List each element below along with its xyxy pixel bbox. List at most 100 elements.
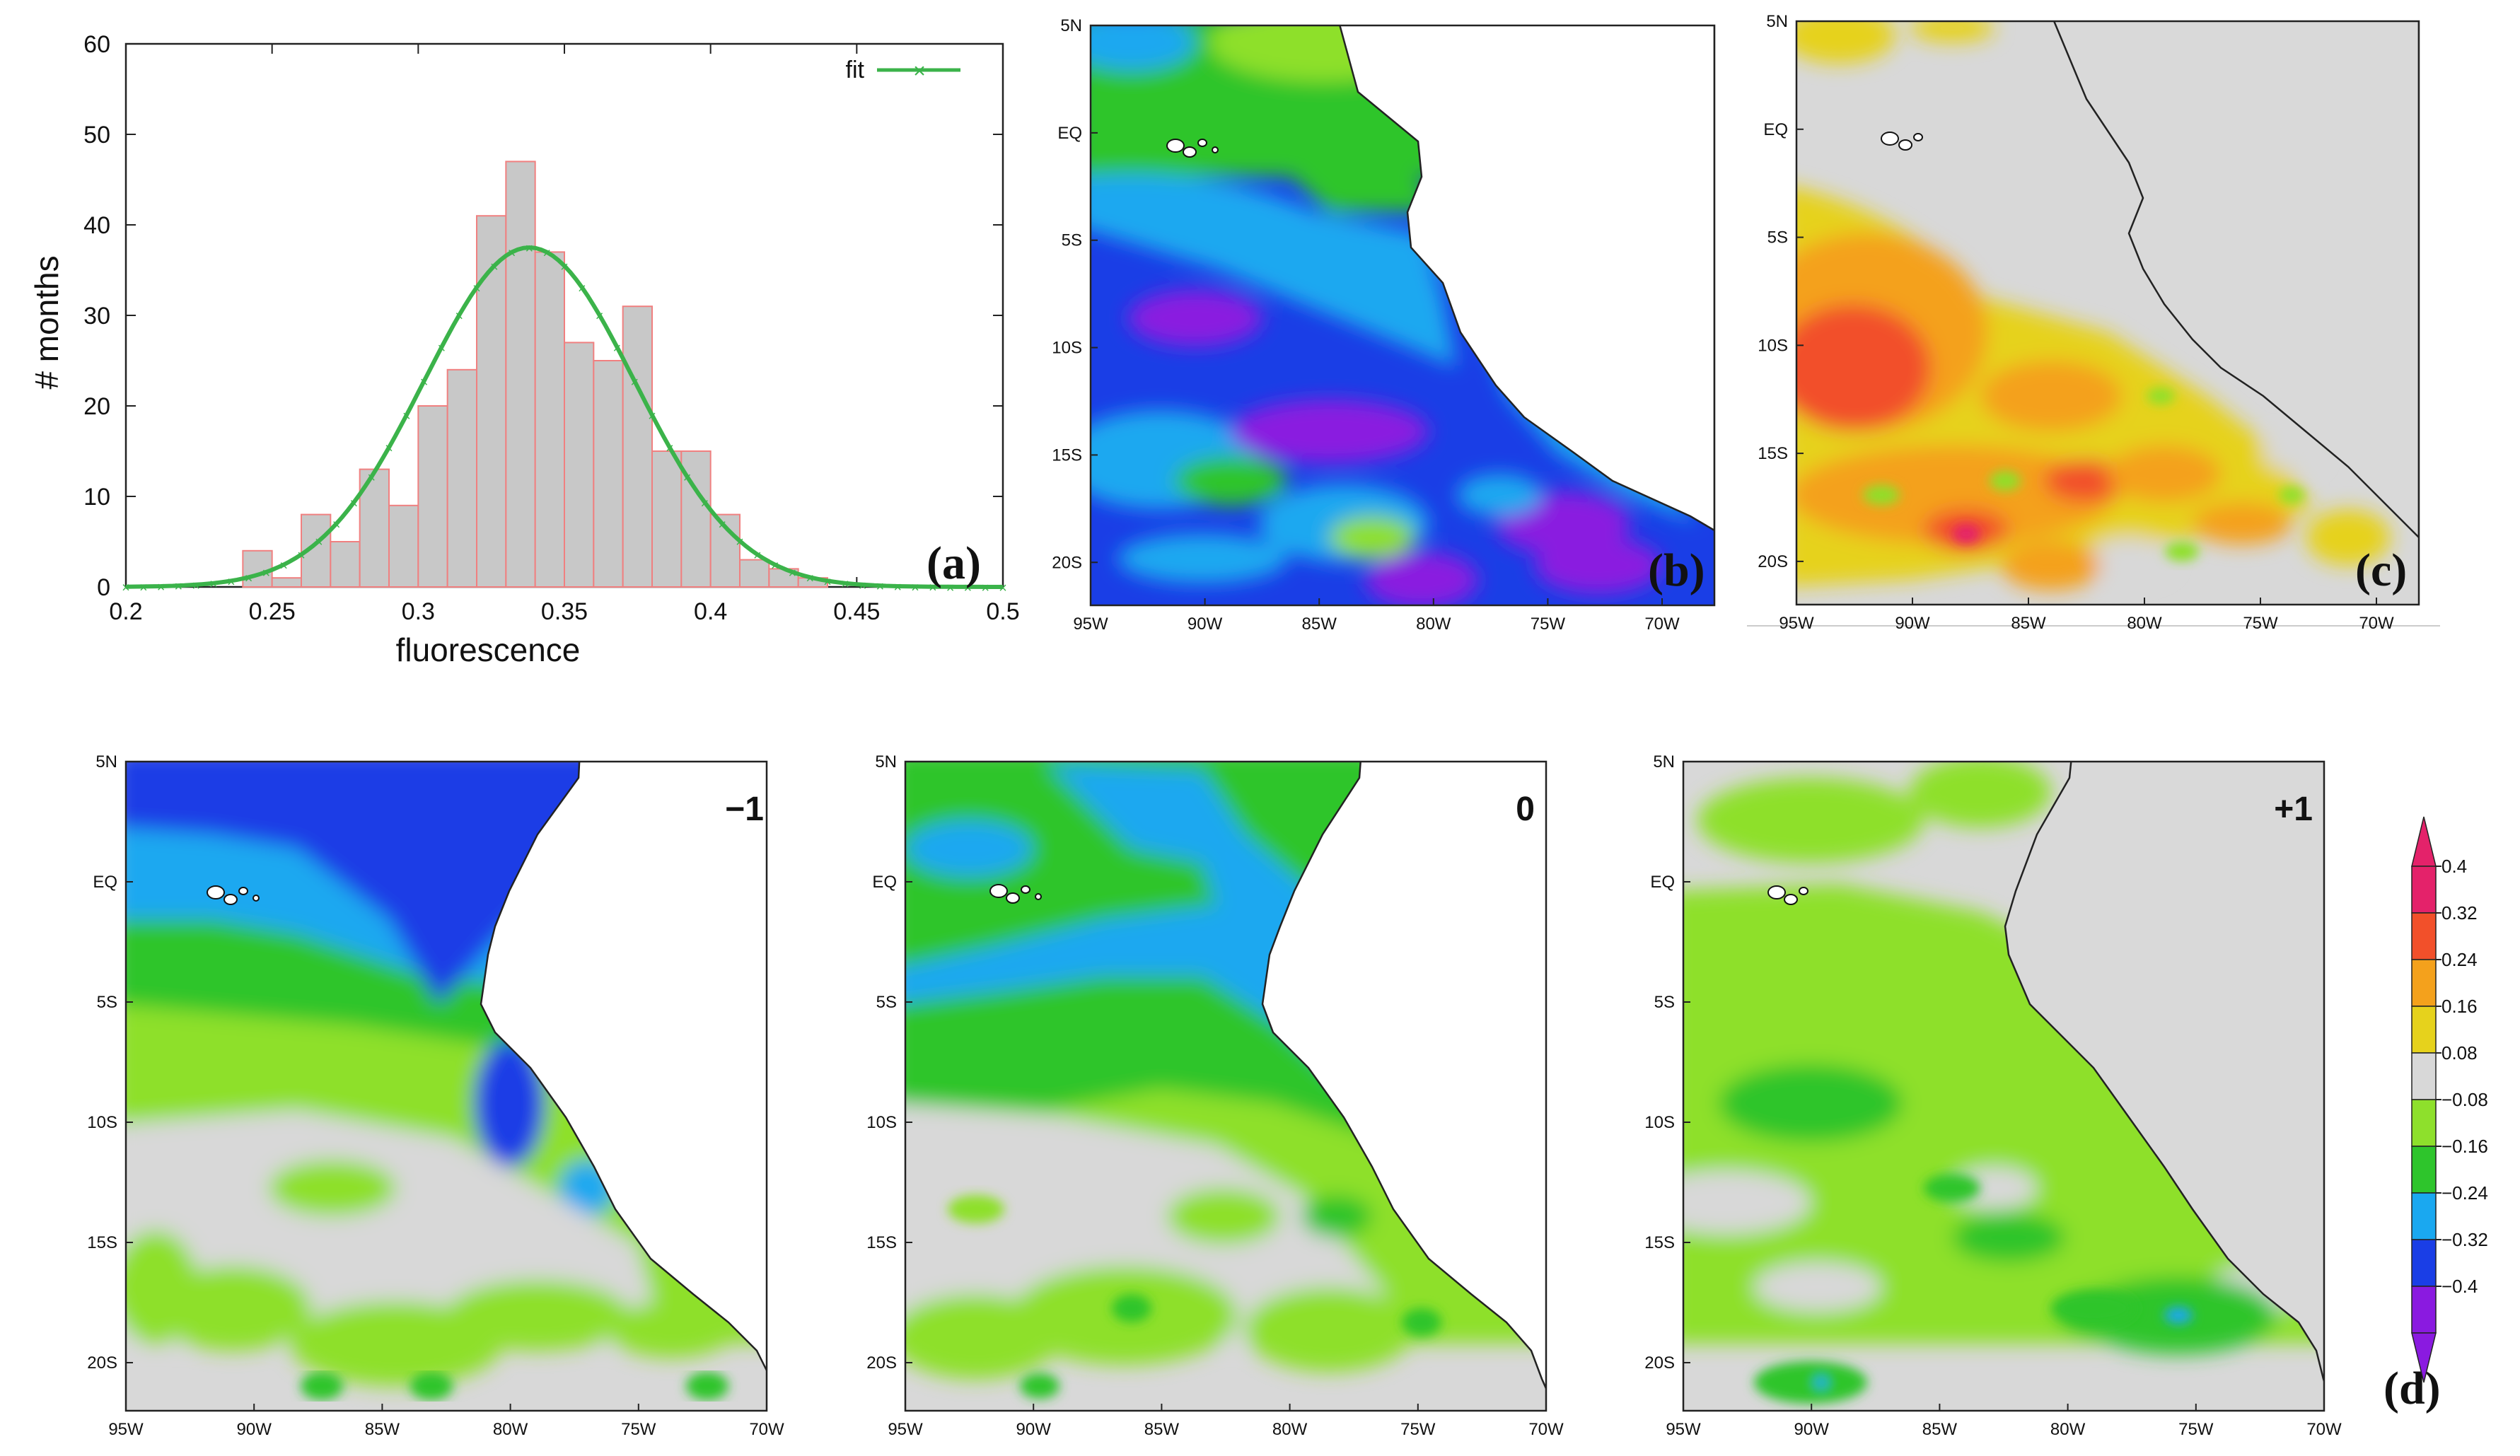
colorbar-segment	[2411, 1192, 2437, 1240]
legend-label: fit	[846, 57, 865, 83]
fit-marker: ×	[736, 535, 744, 550]
lat-tick-label: 5N	[95, 752, 117, 771]
fit-marker: ×	[490, 260, 499, 275]
lon-tick-label: 80W	[1416, 615, 1451, 634]
lat-tick-label: 10S	[1052, 339, 1082, 358]
y-tick-label: 40	[83, 212, 110, 239]
colorbar-top-arrow	[2411, 816, 2437, 867]
latitude-labels: 5N EQ 5S 10S 15S 20S	[1644, 752, 1690, 1373]
colorbar-segment	[2411, 1099, 2437, 1147]
lat-tick-label: 5S	[876, 993, 897, 1012]
legend: fit ×	[846, 57, 960, 83]
y-tick-label: 20	[83, 393, 110, 420]
panel-label-b: (b)	[1648, 544, 1705, 596]
lat-tick-label: 10S	[866, 1113, 897, 1132]
lat-tick-label: EQ	[1057, 124, 1082, 143]
fit-marker: ×	[630, 375, 639, 390]
fit-marker: ×	[227, 574, 236, 590]
histogram-panel: × × × × × × × × × × × × × × × × × × × × × × × × × × × × × × × × × × × × × × × ×…	[28, 31, 1020, 668]
lon-tick-label: 80W	[1272, 1420, 1308, 1439]
colorbar-label: 0.16	[2441, 996, 2478, 1017]
fit-marker: ×	[192, 578, 200, 594]
colorbar-label: −0.08	[2441, 1089, 2488, 1110]
fit-marker: ×	[806, 571, 814, 586]
colorbar-segment	[2411, 959, 2437, 1007]
map-frame	[904, 760, 1548, 1412]
panel-label-c: (c)	[2355, 544, 2407, 596]
fit-marker: ×	[683, 470, 692, 486]
fit-marker: ×	[596, 309, 604, 325]
lon-tick-label: 90W	[1794, 1420, 1830, 1439]
lon-tick-label: 75W	[2243, 614, 2278, 633]
colorbar-label: 0.24	[2441, 949, 2478, 970]
lat-tick-label: EQ	[1763, 120, 1788, 139]
histogram-bar	[505, 161, 536, 588]
x-axis-label: fluorescence	[396, 631, 581, 668]
fit-marker: ×	[893, 580, 902, 595]
longitude-labels: 95W 90W 85W 80W 75W 70W	[108, 1404, 784, 1439]
fit-marker: ×	[455, 309, 463, 325]
histogram-bar	[593, 360, 624, 588]
fit-marker: ×	[332, 518, 341, 533]
x-tick-label: 0.4	[694, 598, 727, 625]
fit-marker: ×	[701, 496, 709, 511]
lat-tick-label: 5S	[1767, 228, 1788, 247]
map-frame	[1795, 20, 2420, 606]
lat-tick-label: 15S	[87, 1233, 117, 1252]
latitude-labels: 5N EQ 5S 10S 15S 20S	[1758, 12, 1804, 571]
lon-tick-label: 95W	[1666, 1420, 1701, 1439]
lon-tick-label: 75W	[2178, 1420, 2214, 1439]
lon-tick-label: 90W	[1188, 615, 1223, 634]
colorbar-label: −0.32	[2441, 1229, 2488, 1250]
fit-marker: ×	[157, 580, 166, 595]
colorbar-label: −0.16	[2441, 1136, 2488, 1157]
fit-marker: ×	[175, 579, 183, 595]
colorbar-segment	[2411, 1286, 2437, 1334]
fit-marker: ×	[209, 577, 218, 593]
map-frame	[124, 760, 768, 1412]
lat-tick-label: 20S	[866, 1353, 897, 1373]
lon-tick-label: 75W	[1400, 1420, 1436, 1439]
south-america-land	[1339, 25, 1714, 532]
longitude-labels: 95W 90W 85W 80W 75W 70W	[1666, 1404, 2342, 1439]
lon-tick-label: 85W	[1144, 1420, 1180, 1439]
colorbar-bottom-arrow	[2411, 1332, 2437, 1383]
galapagos-islands	[1881, 132, 1923, 151]
longitude-labels: 95W 90W 85W 80W 75W 70W	[1779, 598, 2394, 633]
x-tick-label: 0.2	[109, 598, 142, 625]
fit-marker: ×	[981, 581, 989, 596]
fit-marker: ×	[841, 577, 849, 593]
south-america-land	[2004, 762, 2324, 1384]
histogram-bar	[534, 251, 566, 588]
x-tick-label: 0.35	[541, 598, 588, 625]
lon-tick-label: 90W	[1895, 614, 1930, 633]
colorbar-label: 0.08	[2441, 1042, 2478, 1064]
lat-tick-label: 15S	[1052, 445, 1082, 465]
fit-marker: ×	[648, 409, 656, 424]
lat-tick-label: 5N	[875, 752, 897, 771]
y-axis-label: # months	[28, 255, 65, 389]
lon-tick-label: 95W	[1779, 614, 1814, 633]
x-tick-labels: 0.2 0.25 0.3 0.35 0.4 0.45 0.5	[109, 598, 1019, 625]
lon-tick-label: 75W	[621, 1420, 656, 1439]
fit-marker: ×	[297, 548, 306, 564]
lon-tick-label: 70W	[2359, 614, 2394, 633]
histogram-bar	[301, 513, 332, 588]
lat-tick-label: 5N	[1653, 752, 1675, 771]
map-panel-lag-0: 5N EQ 5S 10S 15S 20S 95W 90W 85W 80W 75W 70W 0	[866, 752, 1564, 1439]
lon-tick-label: 85W	[1302, 615, 1337, 634]
fit-marker: ×	[964, 581, 972, 596]
galapagos-islands	[1767, 885, 1808, 905]
y-tick-label: 50	[83, 122, 110, 148]
y-tick-label: 0	[97, 574, 110, 601]
lon-tick-label: 80W	[493, 1420, 528, 1439]
colorbar: 0.4 0.32 0.24 0.16 0.08 −0.08 −0.16 −0.24 −0.32 −…	[2411, 816, 2488, 1383]
colorbar-segment	[2411, 1052, 2437, 1100]
colorbar-label: 0.4	[2441, 856, 2467, 877]
panel-label-a: (a)	[927, 537, 981, 589]
fit-marker: ×	[245, 571, 253, 586]
fit-marker: ×	[771, 558, 779, 573]
lat-tick-label: 5S	[1654, 993, 1675, 1012]
histogram-bar	[446, 368, 478, 588]
lat-tick-label: 5N	[1766, 12, 1788, 31]
